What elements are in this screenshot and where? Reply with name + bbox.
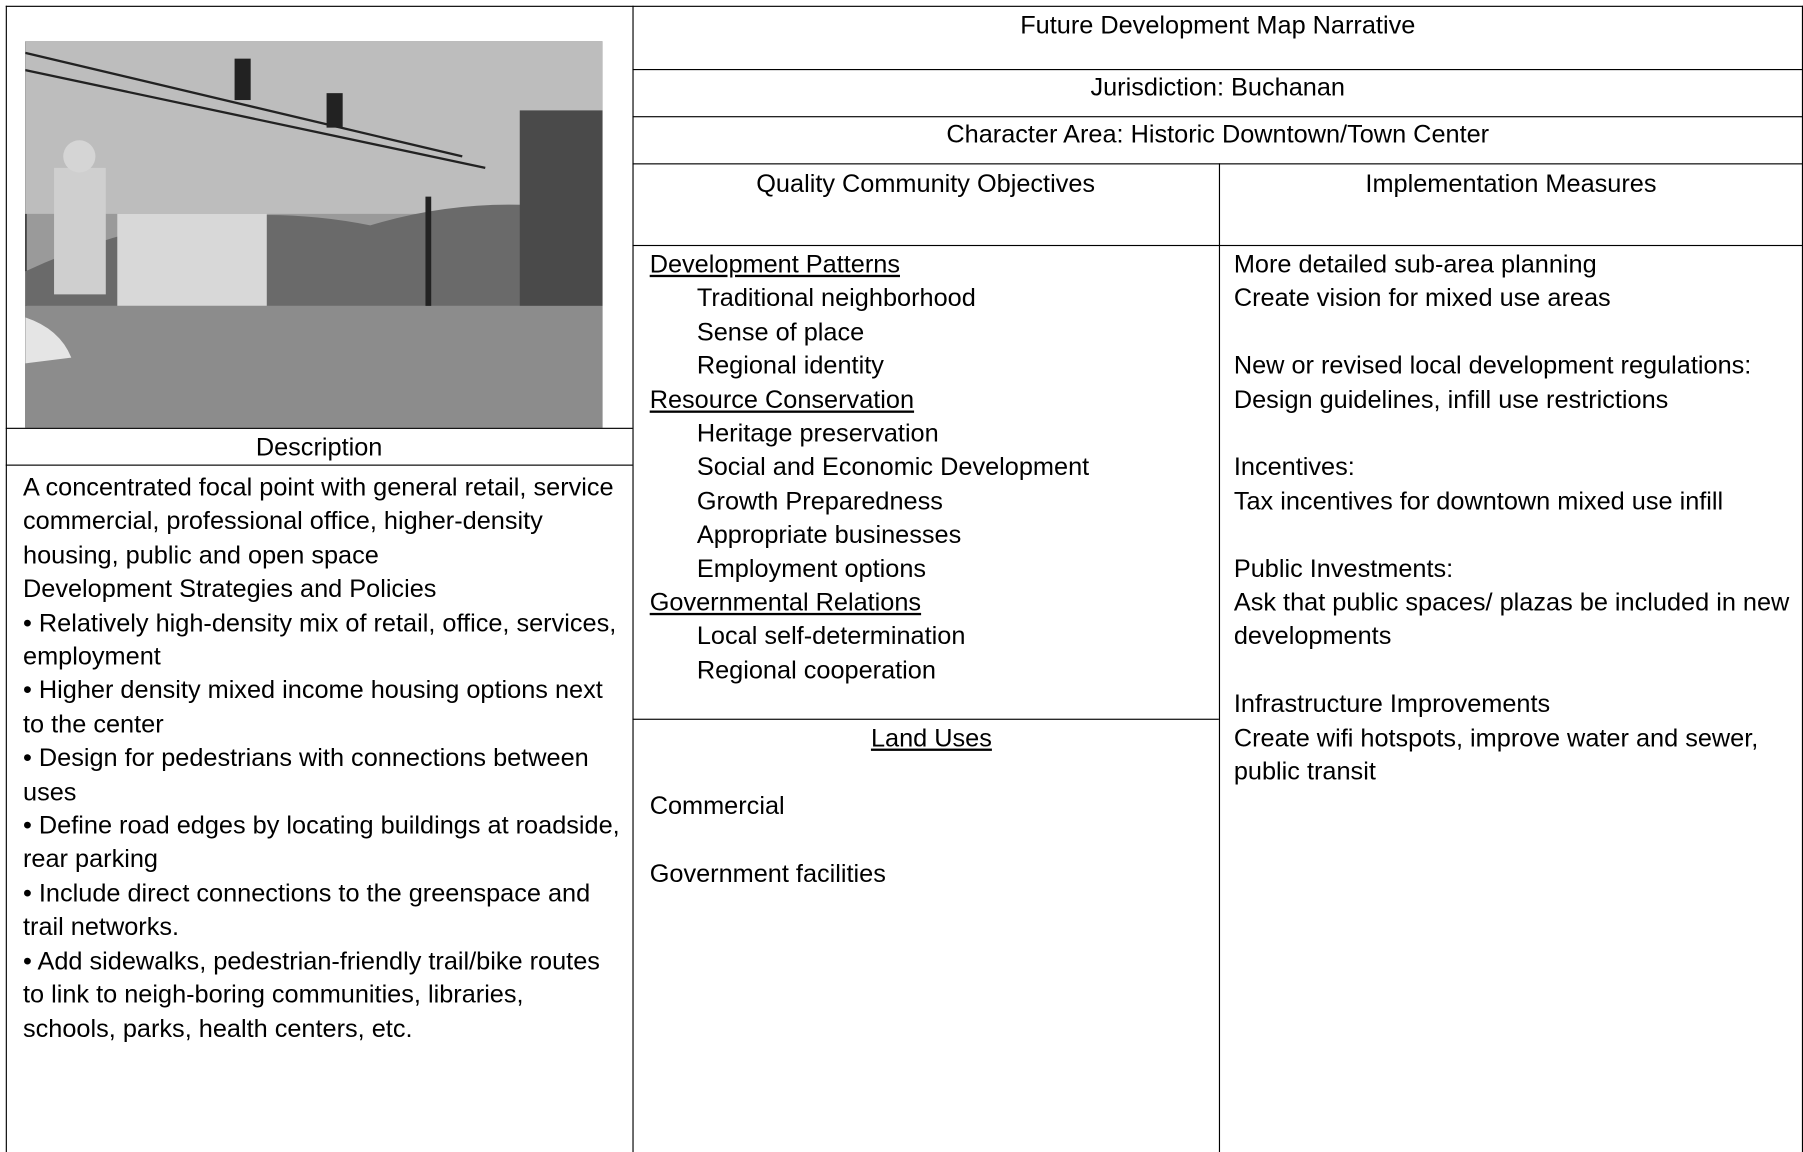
implementation-item: Create wifi hotspots, improve water and … [1233,722,1759,786]
column-heading: Implementation Measures [1365,169,1657,198]
character-area: Character Area: Historic Downtown/Town C… [946,119,1490,149]
land-use-item: Government facilities [649,858,886,888]
title: Future Development Map Narrative [1020,10,1416,40]
description-text: A concentrated focal point with general … [23,470,621,1045]
description-paragraph: A concentrated focal point with general … [22,472,614,569]
objective-item: Regional cooperation [696,655,936,685]
objective-item: Growth Preparedness [696,486,943,515]
jurisdiction: Jurisdiction: Buchanan [1090,72,1346,102]
description-paragraph: Development Strategies and Policies [22,574,437,603]
border [632,5,634,1152]
objective-item: Employment options [696,553,927,583]
description-paragraph: • Add sidewalks, pedestrian-friendly tra… [22,946,600,1043]
description-paragraph: • Define road edges by locating building… [22,810,620,874]
implementation-item: Create vision for mixed use areas [1233,283,1611,313]
border [5,464,633,466]
objectives-list: Development Patterns Traditional neighbor… [650,247,1213,687]
description-paragraph: • Design for pedestrians with connection… [22,743,589,806]
implementation-item: Design guidelines, infill use restrictio… [1233,384,1669,414]
implementation-item: Tax incentives for downtown mixed use in… [1233,486,1724,515]
photo [25,41,603,428]
land-uses-heading: Land Uses [870,723,992,753]
border [5,427,633,429]
spacer [1234,416,1797,450]
objective-item: Social and Economic Development [696,452,1090,482]
implementation-item: Ask that public spaces/ plazas be includ… [1233,587,1790,651]
spacer [1234,315,1797,349]
implementation-list: More detailed sub-area planning Create vi… [1234,247,1797,788]
border [1801,5,1803,1152]
objective-item: Appropriate businesses [696,520,962,549]
implementation-item: Infrastructure Improvements [1233,689,1551,718]
implementation-item: Public Investments: [1233,553,1454,583]
implementation-item: New or revised local development regulat… [1233,350,1752,380]
border [632,163,1803,165]
border [632,718,1219,720]
objective-group: Governmental Relations [649,587,922,617]
objective-group: Development Patterns [649,249,900,279]
border [1218,163,1221,1152]
objective-item: Regional identity [696,350,884,380]
spacer [1234,653,1797,687]
objective-group: Resource Conservation [649,384,915,414]
description-paragraph: • Higher density mixed income housing op… [22,675,603,739]
border [632,68,1803,71]
border [632,116,1803,118]
border [632,244,1803,247]
spacer [650,755,1213,789]
description-paragraph: • Include direct connections to the gree… [22,878,591,941]
objective-item: Heritage preservation [696,418,939,448]
objective-item: Local self-determination [696,621,966,651]
spacer [1234,518,1797,552]
border [5,5,7,1152]
implementation-item: Incentives: [1233,452,1355,482]
implementation-item: More detailed sub-area planning [1233,249,1597,279]
border [5,5,1803,7]
column-heading: Quality Community Objectives [756,169,1096,198]
description-paragraph: • Relatively high-density mix of retail,… [22,607,617,671]
objective-item: Sense of place [696,317,865,346]
land-use-item: Commercial [649,790,785,820]
description-heading: Description [255,432,383,462]
land-uses: Land Uses Commercial Government facilities [650,721,1213,890]
objective-item: Traditional neighborhood [696,283,976,313]
spacer [650,822,1213,856]
